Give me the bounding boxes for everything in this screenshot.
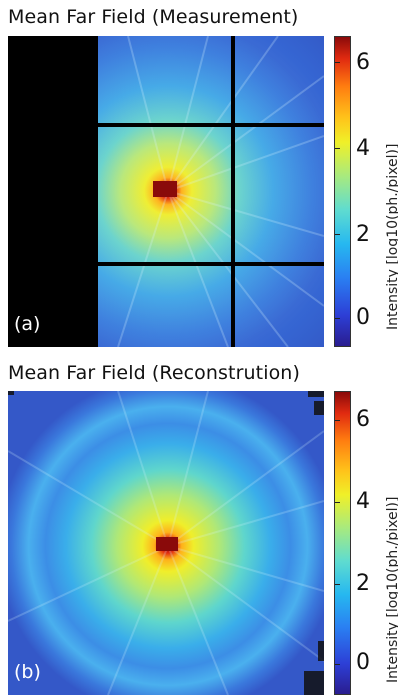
panel-b-colorbar-label: Intensity [log10(ph./pixel)] — [385, 496, 398, 683]
panel-a-image: (a) — [8, 36, 324, 347]
panel-a-title: Mean Far Field (Measurement) — [8, 6, 299, 28]
panel-b-tick-label-6: 6 — [356, 407, 370, 432]
panel-a-colorbar — [334, 36, 351, 347]
panel-b-tick-label-2: 2 — [356, 571, 370, 596]
panel-a-tick-2 — [335, 234, 340, 235]
panel-b-tick-label-4: 4 — [356, 489, 370, 514]
panel-a-tick-6 — [335, 62, 340, 63]
panel-b-tick-4 — [335, 502, 340, 503]
panel-a-tick-label-4: 4 — [356, 136, 370, 161]
panel-b-tick-0 — [335, 664, 340, 665]
panel-b-tick-2 — [335, 584, 340, 585]
panel-a-tick-label-6: 6 — [356, 50, 370, 75]
panel-a-colorbar-label: Intensity [log10(ph./pixel)] — [385, 143, 398, 330]
panel-b-tick-label-0: 0 — [356, 650, 370, 675]
panel-b-tick-6 — [335, 420, 340, 421]
panel-b-title: Mean Far Field (Reconstrution) — [8, 362, 300, 384]
panel-b-colorbar — [334, 391, 351, 695]
panel-a-tick-4 — [335, 148, 340, 149]
panel-a-tick-0 — [335, 318, 340, 319]
panel-b-image: (b) — [8, 391, 324, 695]
panel-a-tick-label-2: 2 — [356, 222, 370, 247]
panel-b-label: (b) — [14, 661, 41, 683]
panel-a-tick-label-0: 0 — [356, 305, 370, 330]
panel-a-label: (a) — [14, 313, 41, 335]
